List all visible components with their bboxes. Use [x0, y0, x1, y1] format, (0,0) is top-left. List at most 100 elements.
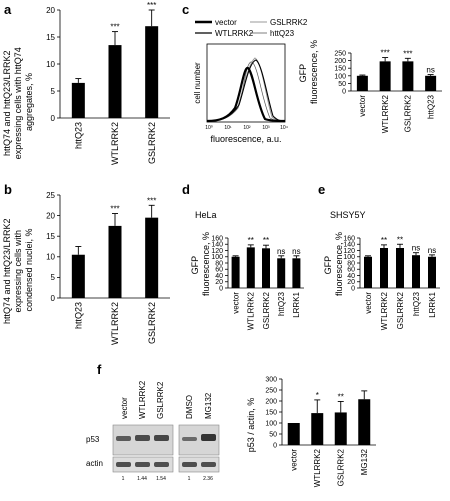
- blot-lane-label: vector: [120, 397, 129, 419]
- y-tick-label: 120: [343, 248, 355, 255]
- blot-lane-label: DMSO: [185, 395, 194, 419]
- y-tick-label: 200: [265, 398, 277, 405]
- panel-letter-e: e: [318, 182, 325, 197]
- b-ylabel: httQ74 and httQ23/LRRK2 expressing cells…: [2, 216, 34, 324]
- y-tick-label: 10: [46, 253, 55, 262]
- category-label: httQ23: [73, 302, 83, 329]
- y-tick-label: 25: [46, 191, 55, 200]
- y-tick-label: 150: [265, 409, 277, 416]
- category-label: vector: [231, 292, 240, 314]
- y-tick-label: 5: [51, 87, 56, 96]
- blot-band: [135, 435, 150, 441]
- blot-membrane: [178, 456, 220, 473]
- bar: [358, 399, 371, 445]
- bar: [145, 26, 159, 119]
- category-label: WTLRRK2: [247, 291, 256, 330]
- legend-vector: vector: [215, 18, 237, 27]
- y-tick-label: 40: [347, 273, 355, 280]
- bar: [145, 217, 159, 298]
- d-ylabel: GFP fluorescence, %: [190, 232, 211, 296]
- significance-label: ***: [147, 196, 156, 205]
- category-label: vector: [364, 292, 373, 314]
- bar: [412, 255, 420, 288]
- category-label: GSLRRK2: [337, 448, 346, 486]
- bar: [425, 75, 437, 91]
- category-label: WTLRRK2: [110, 302, 120, 345]
- y-tick-label: 300: [265, 376, 277, 383]
- c-hist-xtick: 10⁴: [280, 125, 288, 131]
- category-label: httQ23: [73, 122, 83, 149]
- bar: [379, 61, 391, 91]
- category-label: WTLRRK2: [380, 291, 389, 330]
- legend-wtlrrk2: WTLRRK2: [215, 29, 254, 38]
- blot-band: [135, 462, 150, 467]
- significance-label: **: [248, 236, 254, 245]
- c-hist-xtick: 10²: [243, 125, 251, 131]
- y-tick-label: 150: [334, 66, 346, 73]
- bar: [356, 75, 368, 91]
- y-tick-label: 0: [273, 442, 277, 449]
- y-tick-label: 0: [51, 294, 56, 303]
- significance-label: ns: [277, 247, 285, 256]
- y-tick-label: 10: [46, 60, 55, 69]
- category-label: WTLRRK2: [110, 122, 120, 165]
- y-tick-label: 0: [51, 114, 56, 123]
- bar: [292, 258, 301, 288]
- category-label: GSLRRK2: [147, 302, 157, 344]
- c-hist-xtick: 10¹: [224, 125, 232, 131]
- blot-quant: 1: [188, 476, 191, 482]
- blot-quant: 1: [122, 476, 125, 482]
- y-tick-label: 100: [211, 254, 223, 261]
- significance-label: **: [381, 236, 387, 245]
- category-label: httQ23: [277, 291, 286, 316]
- blot-quant: 2.36: [203, 476, 213, 482]
- category-label: MG132: [360, 448, 369, 475]
- significance-label: ns: [292, 247, 300, 256]
- blot-band: [154, 462, 169, 467]
- y-tick-label: 15: [46, 33, 55, 42]
- bar: [402, 61, 414, 91]
- blot-lane-label: MG132: [204, 392, 213, 419]
- bar: [311, 413, 324, 445]
- significance-label: ns: [412, 244, 420, 253]
- y-tick-label: 0: [342, 88, 346, 95]
- bar: [334, 412, 347, 445]
- y-tick-label: 100: [343, 254, 355, 261]
- y-tick-label: 60: [347, 267, 355, 274]
- e-ylabel: GFP fluorescence, %: [323, 232, 344, 296]
- significance-label: ***: [110, 23, 119, 32]
- y-tick-label: 15: [46, 232, 55, 241]
- panel-letter-f: f: [97, 362, 102, 377]
- y-tick-label: 20: [215, 279, 223, 286]
- a-ylabel: httQ74 and httQ23/LRRK2 expressing cells…: [2, 45, 34, 160]
- f-western-blot: vector WTLRRK2 GSLRRK2 DMSO MG132 p53 ac…: [86, 380, 220, 482]
- y-tick-label: 120: [211, 248, 223, 255]
- blot-band: [116, 436, 131, 441]
- legend-gslrrk2: GSLRRK2: [270, 18, 308, 27]
- panel-letter-c: c: [182, 2, 189, 17]
- y-tick-label: 20: [347, 279, 355, 286]
- category-label: GSLRRK2: [147, 122, 157, 164]
- y-tick-label: 50: [269, 431, 277, 438]
- bar: [108, 45, 122, 118]
- y-tick-label: 200: [334, 58, 346, 65]
- y-tick-label: 80: [347, 260, 355, 267]
- y-tick-label: 80: [215, 260, 223, 267]
- blot-lane-label: GSLRRK2: [156, 381, 165, 419]
- significance-label: **: [397, 235, 403, 244]
- blot-band: [201, 434, 216, 441]
- category-label: vector: [358, 95, 367, 117]
- significance-label: ***: [110, 205, 119, 214]
- c-hist-xtick: 10⁰: [205, 125, 213, 131]
- y-tick-label: 0: [219, 285, 223, 292]
- bar: [364, 256, 372, 288]
- c-hist-ylabel: cell number: [193, 62, 202, 104]
- panel-letter-d: d: [182, 182, 190, 197]
- significance-label: ***: [147, 1, 156, 10]
- category-label: httQ23: [426, 94, 435, 119]
- y-tick-label: 160: [211, 235, 223, 242]
- bar: [108, 225, 122, 298]
- significance-label: ns: [426, 66, 434, 75]
- y-tick-label: 20: [46, 6, 55, 15]
